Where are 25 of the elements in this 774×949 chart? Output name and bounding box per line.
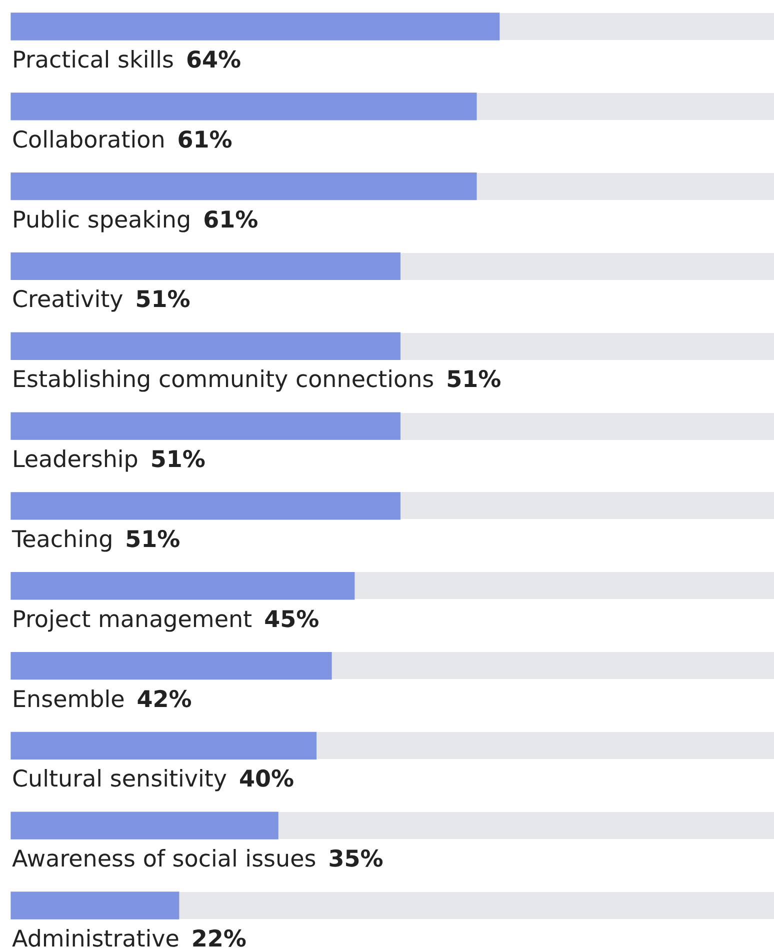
y-tick-label: Awareness of social issues [12, 846, 316, 873]
y-tick-label: Teaching [11, 526, 114, 553]
y-tick-label: Collaboration [12, 127, 166, 154]
y-tick-label: Administrative [12, 926, 180, 949]
y-tick-label: Leadership [12, 447, 138, 474]
data-label: 64% [186, 48, 242, 74]
data-label: 61% [203, 207, 258, 234]
data-label: 22% [191, 926, 246, 949]
data-label: 40% [238, 766, 294, 793]
data-label: 61% [177, 127, 232, 154]
y-tick-label: Practical skills [12, 48, 174, 74]
y-tick-label: Cultural sensitivity [12, 766, 227, 793]
data-label: 51% [125, 526, 180, 553]
data-label: 45% [264, 606, 320, 633]
y-tick-label: Project management [12, 606, 252, 633]
data-label: 42% [136, 686, 192, 713]
y-tick-label: Creativity [12, 287, 124, 314]
y-tick-label: Public speaking [12, 207, 192, 234]
y-tick-label: Ensemble [12, 686, 125, 713]
data-label: 51% [446, 367, 502, 394]
y-tick-label: Establishing community connections [12, 367, 434, 394]
data-label: 51% [135, 287, 190, 314]
data-label: 35% [328, 846, 384, 873]
data-label: 51% [150, 447, 206, 474]
bar [10, 892, 180, 920]
